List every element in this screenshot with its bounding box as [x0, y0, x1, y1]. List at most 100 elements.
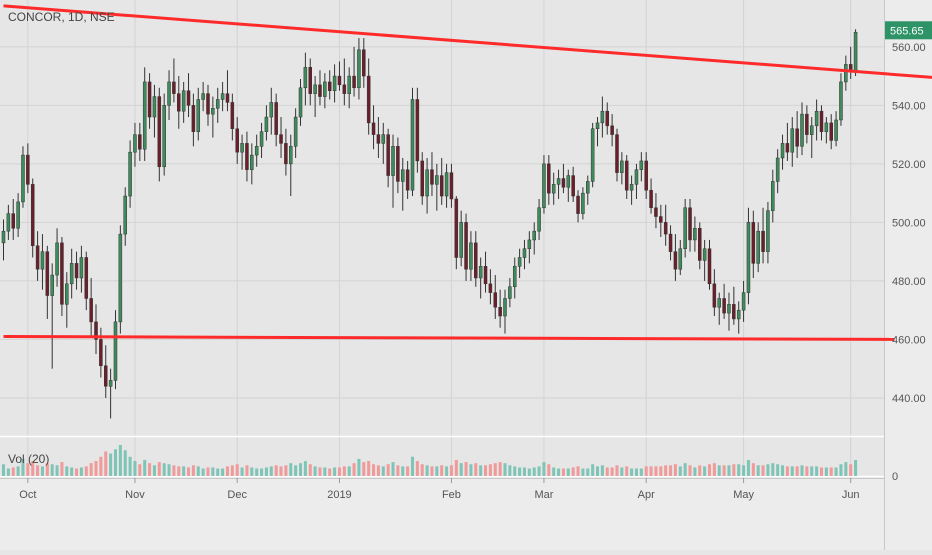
volume-bar	[353, 463, 356, 476]
candle-body	[353, 76, 356, 88]
volume-bar	[708, 464, 711, 476]
candle-body	[177, 94, 180, 112]
volume-bar	[250, 467, 253, 476]
candle-body	[80, 258, 83, 278]
volume-bar	[615, 465, 618, 476]
candle-body	[445, 173, 448, 196]
volume-bar	[469, 464, 472, 476]
candle-body	[650, 190, 653, 208]
volume-bar	[202, 469, 205, 476]
candle-body	[596, 123, 599, 129]
volume-bar	[187, 467, 190, 476]
volume-bar	[392, 462, 395, 476]
candle-body	[133, 135, 136, 153]
volume-bar	[810, 466, 813, 476]
candle-body	[664, 222, 667, 234]
volume-bar	[679, 466, 682, 476]
candle	[119, 225, 122, 333]
candle-body	[557, 178, 560, 184]
volume-bar	[650, 466, 653, 476]
volume-bar	[17, 466, 20, 476]
volume-bar	[275, 465, 278, 476]
volume-bar	[435, 466, 438, 476]
volume-bar	[839, 464, 842, 476]
candle-body	[625, 161, 628, 190]
candle-body	[56, 243, 59, 275]
volume-bar	[645, 466, 648, 476]
volume-bar	[2, 464, 5, 476]
candle-body	[31, 184, 34, 245]
candle-body	[270, 102, 273, 117]
candle-body	[674, 252, 677, 270]
candle-body	[844, 64, 847, 82]
candle-body	[435, 176, 438, 185]
candle-body	[489, 284, 492, 293]
candle-body	[114, 322, 117, 381]
candle-body	[469, 243, 472, 269]
volume-bar	[153, 465, 156, 476]
volume-bar	[460, 463, 463, 476]
candle-body	[41, 252, 44, 270]
volume-bar	[265, 467, 268, 476]
volume-bar	[304, 461, 307, 476]
volume-bar	[557, 469, 560, 476]
candle-body	[17, 202, 20, 228]
volume-bar	[284, 465, 287, 476]
candle-body	[314, 85, 317, 94]
candle-body	[70, 263, 73, 283]
volume-bar	[591, 464, 594, 476]
candle-body	[250, 155, 253, 170]
candle-body	[426, 170, 429, 196]
candle-body	[119, 234, 122, 322]
volume-bar	[231, 465, 234, 476]
candle-body	[226, 94, 229, 103]
candle-body	[513, 266, 516, 286]
volume-bar	[314, 466, 317, 476]
symbol-label: CONCOR, 1D, NSE	[8, 10, 115, 24]
volume-bar	[601, 465, 604, 476]
volume-bar	[270, 466, 273, 476]
volume-bar	[60, 462, 63, 476]
volume-bar	[484, 465, 487, 476]
candle	[163, 94, 166, 176]
candle-body	[849, 64, 852, 70]
y-tick-label: 460.00	[892, 334, 926, 346]
candle-body	[752, 222, 755, 263]
volume-bar	[718, 465, 721, 476]
volume-bar	[426, 465, 429, 476]
x-tick-label: Mar	[534, 489, 553, 501]
candle-body	[21, 155, 24, 202]
volume-bar	[255, 469, 258, 476]
volume-bar	[221, 469, 224, 476]
volume-bar	[781, 465, 784, 476]
volume-bar	[197, 466, 200, 476]
candle-body	[533, 231, 536, 240]
volume-bar	[163, 463, 166, 476]
volume-bar	[737, 464, 740, 476]
candle-body	[124, 196, 127, 234]
volume-bar	[567, 469, 570, 476]
volume-bar	[786, 466, 789, 476]
candle-body	[99, 339, 102, 365]
candle-body	[338, 76, 341, 85]
candle-body	[109, 380, 112, 386]
volume-bar	[606, 467, 609, 476]
candle-body	[221, 94, 224, 100]
candle-body	[747, 222, 750, 292]
candle-body	[538, 208, 541, 231]
candle-body	[357, 50, 360, 88]
candle-body	[586, 181, 589, 193]
candle-body	[236, 129, 239, 152]
y-tick-label: 500.00	[892, 217, 926, 229]
volume-bar	[693, 467, 696, 476]
candle-body	[465, 222, 468, 269]
candle-body	[732, 304, 735, 319]
volume-bar	[56, 465, 59, 476]
candle-body	[12, 214, 15, 229]
candle-body	[275, 102, 278, 134]
volume-bar	[703, 466, 706, 476]
candle-body	[406, 170, 409, 190]
volume-bar	[455, 460, 458, 476]
volume-bar	[547, 464, 550, 476]
candle-body	[104, 366, 107, 386]
